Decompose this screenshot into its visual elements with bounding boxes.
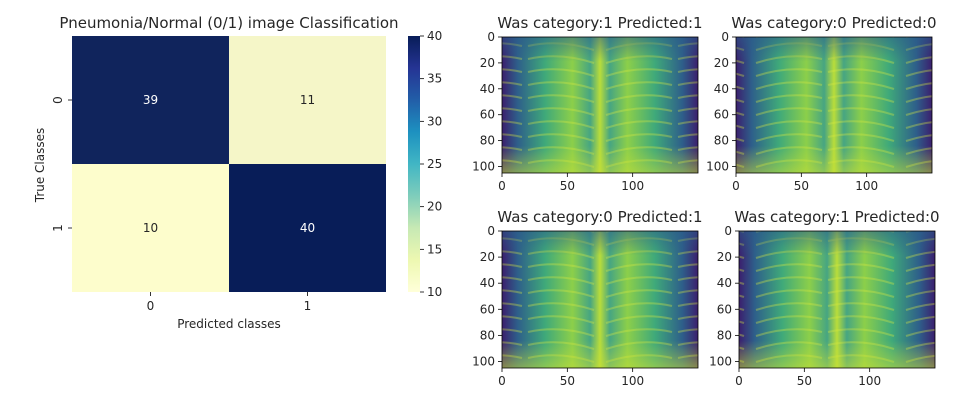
heatmap-cell-value-1-0: 10	[143, 221, 158, 235]
xray-panel-2-y-tick-1: 20	[714, 56, 729, 70]
heatmap-cell-1-0	[72, 164, 229, 292]
xray-panel-4: Was category:1 Predicted:00 50 10002040608…	[709, 208, 940, 388]
xray-panel-2-x-tick-1: 50	[794, 179, 809, 193]
heatmap-cell-value-1-1: 40	[300, 221, 315, 235]
xray-panel-3-x-tick-1: 50	[560, 374, 575, 388]
xray-panel-3: Was category:0 Predicted:10 50 10002040608…	[472, 208, 703, 388]
xray-panel-1-y-tick-4: 80	[480, 134, 495, 148]
xray-panel-3-y-tick-1: 20	[480, 250, 495, 264]
xray-panel-3-y-tick-3: 60	[480, 302, 495, 316]
colorbar-tick-1: 15	[427, 242, 442, 256]
xray-panel-4-y-tick-1: 20	[717, 250, 732, 264]
xray-frame-2	[735, 36, 933, 174]
colorbar-ticks: 10 15 20 25 30 35 40	[420, 29, 442, 299]
xray-panel-2: Was category:0 Predicted:00 50 10002040608…	[706, 14, 937, 193]
heatmap-cell-value-0-0: 39	[143, 93, 158, 107]
xray-panel-1-y-tick-3: 60	[480, 108, 495, 122]
colorbar-tick-4: 30	[427, 114, 442, 128]
xray-panel-3-title: Was category:0 Predicted:1	[497, 208, 702, 226]
xray-panel-4-x-tick-2: 100	[858, 374, 881, 388]
heatmap-cell-0-0	[72, 36, 229, 164]
xray-panel-1: Was category:1 Predicted:10 50 10002040608…	[472, 14, 703, 193]
xray-panel-1-title: Was category:1 Predicted:1	[497, 14, 702, 32]
confusion-matrix-panel: Pneumonia/Normal (0/1) image Classificat…	[33, 14, 399, 331]
heatmap-cells: 39 11 10 40	[72, 36, 386, 292]
confusion-matrix-title: Pneumonia/Normal (0/1) image Classificat…	[59, 14, 398, 32]
xray-panel-3-y-tick-5: 100	[472, 354, 495, 368]
xray-frame-3	[501, 230, 699, 369]
xray-panel-4-title: Was category:1 Predicted:0	[734, 208, 939, 226]
xray-frame-1	[501, 36, 699, 174]
heatmap-y-tick-1: 1	[51, 224, 65, 232]
xray-panel-2-y-tick-3: 60	[714, 108, 729, 122]
xray-frame-4	[738, 230, 936, 369]
xray-panel-3-y-tick-0: 0	[487, 224, 495, 238]
xray-panel-2-x-tick-2: 100	[855, 179, 878, 193]
colorbar-tick-6: 40	[427, 29, 442, 43]
colorbar-tick-0: 10	[427, 285, 442, 299]
heatmap-y-label: True Classes	[33, 128, 47, 204]
xray-panel-2-title: Was category:0 Predicted:0	[731, 14, 936, 32]
xray-panel-4-y-tick-4: 80	[717, 328, 732, 342]
xray-panel-4-y-tick-5: 100	[709, 354, 732, 368]
colorbar-tick-3: 25	[427, 157, 442, 171]
xray-panel-1-x-tick-2: 100	[621, 179, 644, 193]
xray-panel-4-y-tick-0: 0	[724, 224, 732, 238]
xray-panel-3-y-tick-4: 80	[480, 328, 495, 342]
xray-panel-4-y-tick-3: 60	[717, 302, 732, 316]
xray-panel-3-y-tick-2: 40	[480, 276, 495, 290]
heatmap-y-tick-0: 0	[51, 96, 65, 104]
xray-shading-1	[502, 37, 698, 173]
xray-panels: Was category:1 Predicted:10 50 10002040608…	[472, 14, 940, 388]
xray-panel-1-x-tick-0: 0	[498, 179, 506, 193]
heatmap-y-ticks: 01	[51, 96, 72, 232]
heatmap-cell-1-1	[229, 164, 386, 292]
heatmap-x-label: Predicted classes	[177, 317, 281, 331]
xray-panel-4-y-tick-2: 40	[717, 276, 732, 290]
xray-panel-2-y-tick-5: 100	[706, 160, 729, 174]
colorbar-tick-5: 35	[427, 72, 442, 86]
xray-panel-1-y-tick-0: 0	[487, 30, 495, 44]
xray-panel-2-x-tick-0: 0	[732, 179, 740, 193]
xray-shading-2	[736, 37, 932, 173]
colorbar-gradient	[408, 36, 420, 292]
xray-panel-4-x-tick-1: 50	[797, 374, 812, 388]
xray-panel-1-y-tick-2: 40	[480, 82, 495, 96]
heatmap-cell-0-1	[229, 36, 386, 164]
xray-shading-3	[502, 231, 698, 368]
xray-panel-2-y-tick-0: 0	[721, 30, 729, 44]
colorbar-tick-2: 20	[427, 200, 442, 214]
colorbar: 10 15 20 25 30 35 40	[408, 29, 442, 299]
xray-panel-2-y-tick-4: 80	[714, 134, 729, 148]
xray-panel-3-x-tick-0: 0	[498, 374, 506, 388]
xray-shading-4	[739, 231, 935, 368]
xray-panel-3-x-tick-2: 100	[621, 374, 644, 388]
heatmap-cell-value-0-1: 11	[300, 93, 315, 107]
heatmap-x-tick-1: 1	[304, 299, 312, 313]
xray-panel-1-y-tick-1: 20	[480, 56, 495, 70]
xray-panel-1-x-tick-1: 50	[560, 179, 575, 193]
xray-panel-1-y-tick-5: 100	[472, 160, 495, 174]
xray-panel-4-x-tick-0: 0	[735, 374, 743, 388]
heatmap-x-tick-0: 0	[147, 299, 155, 313]
xray-panel-2-y-tick-2: 40	[714, 82, 729, 96]
